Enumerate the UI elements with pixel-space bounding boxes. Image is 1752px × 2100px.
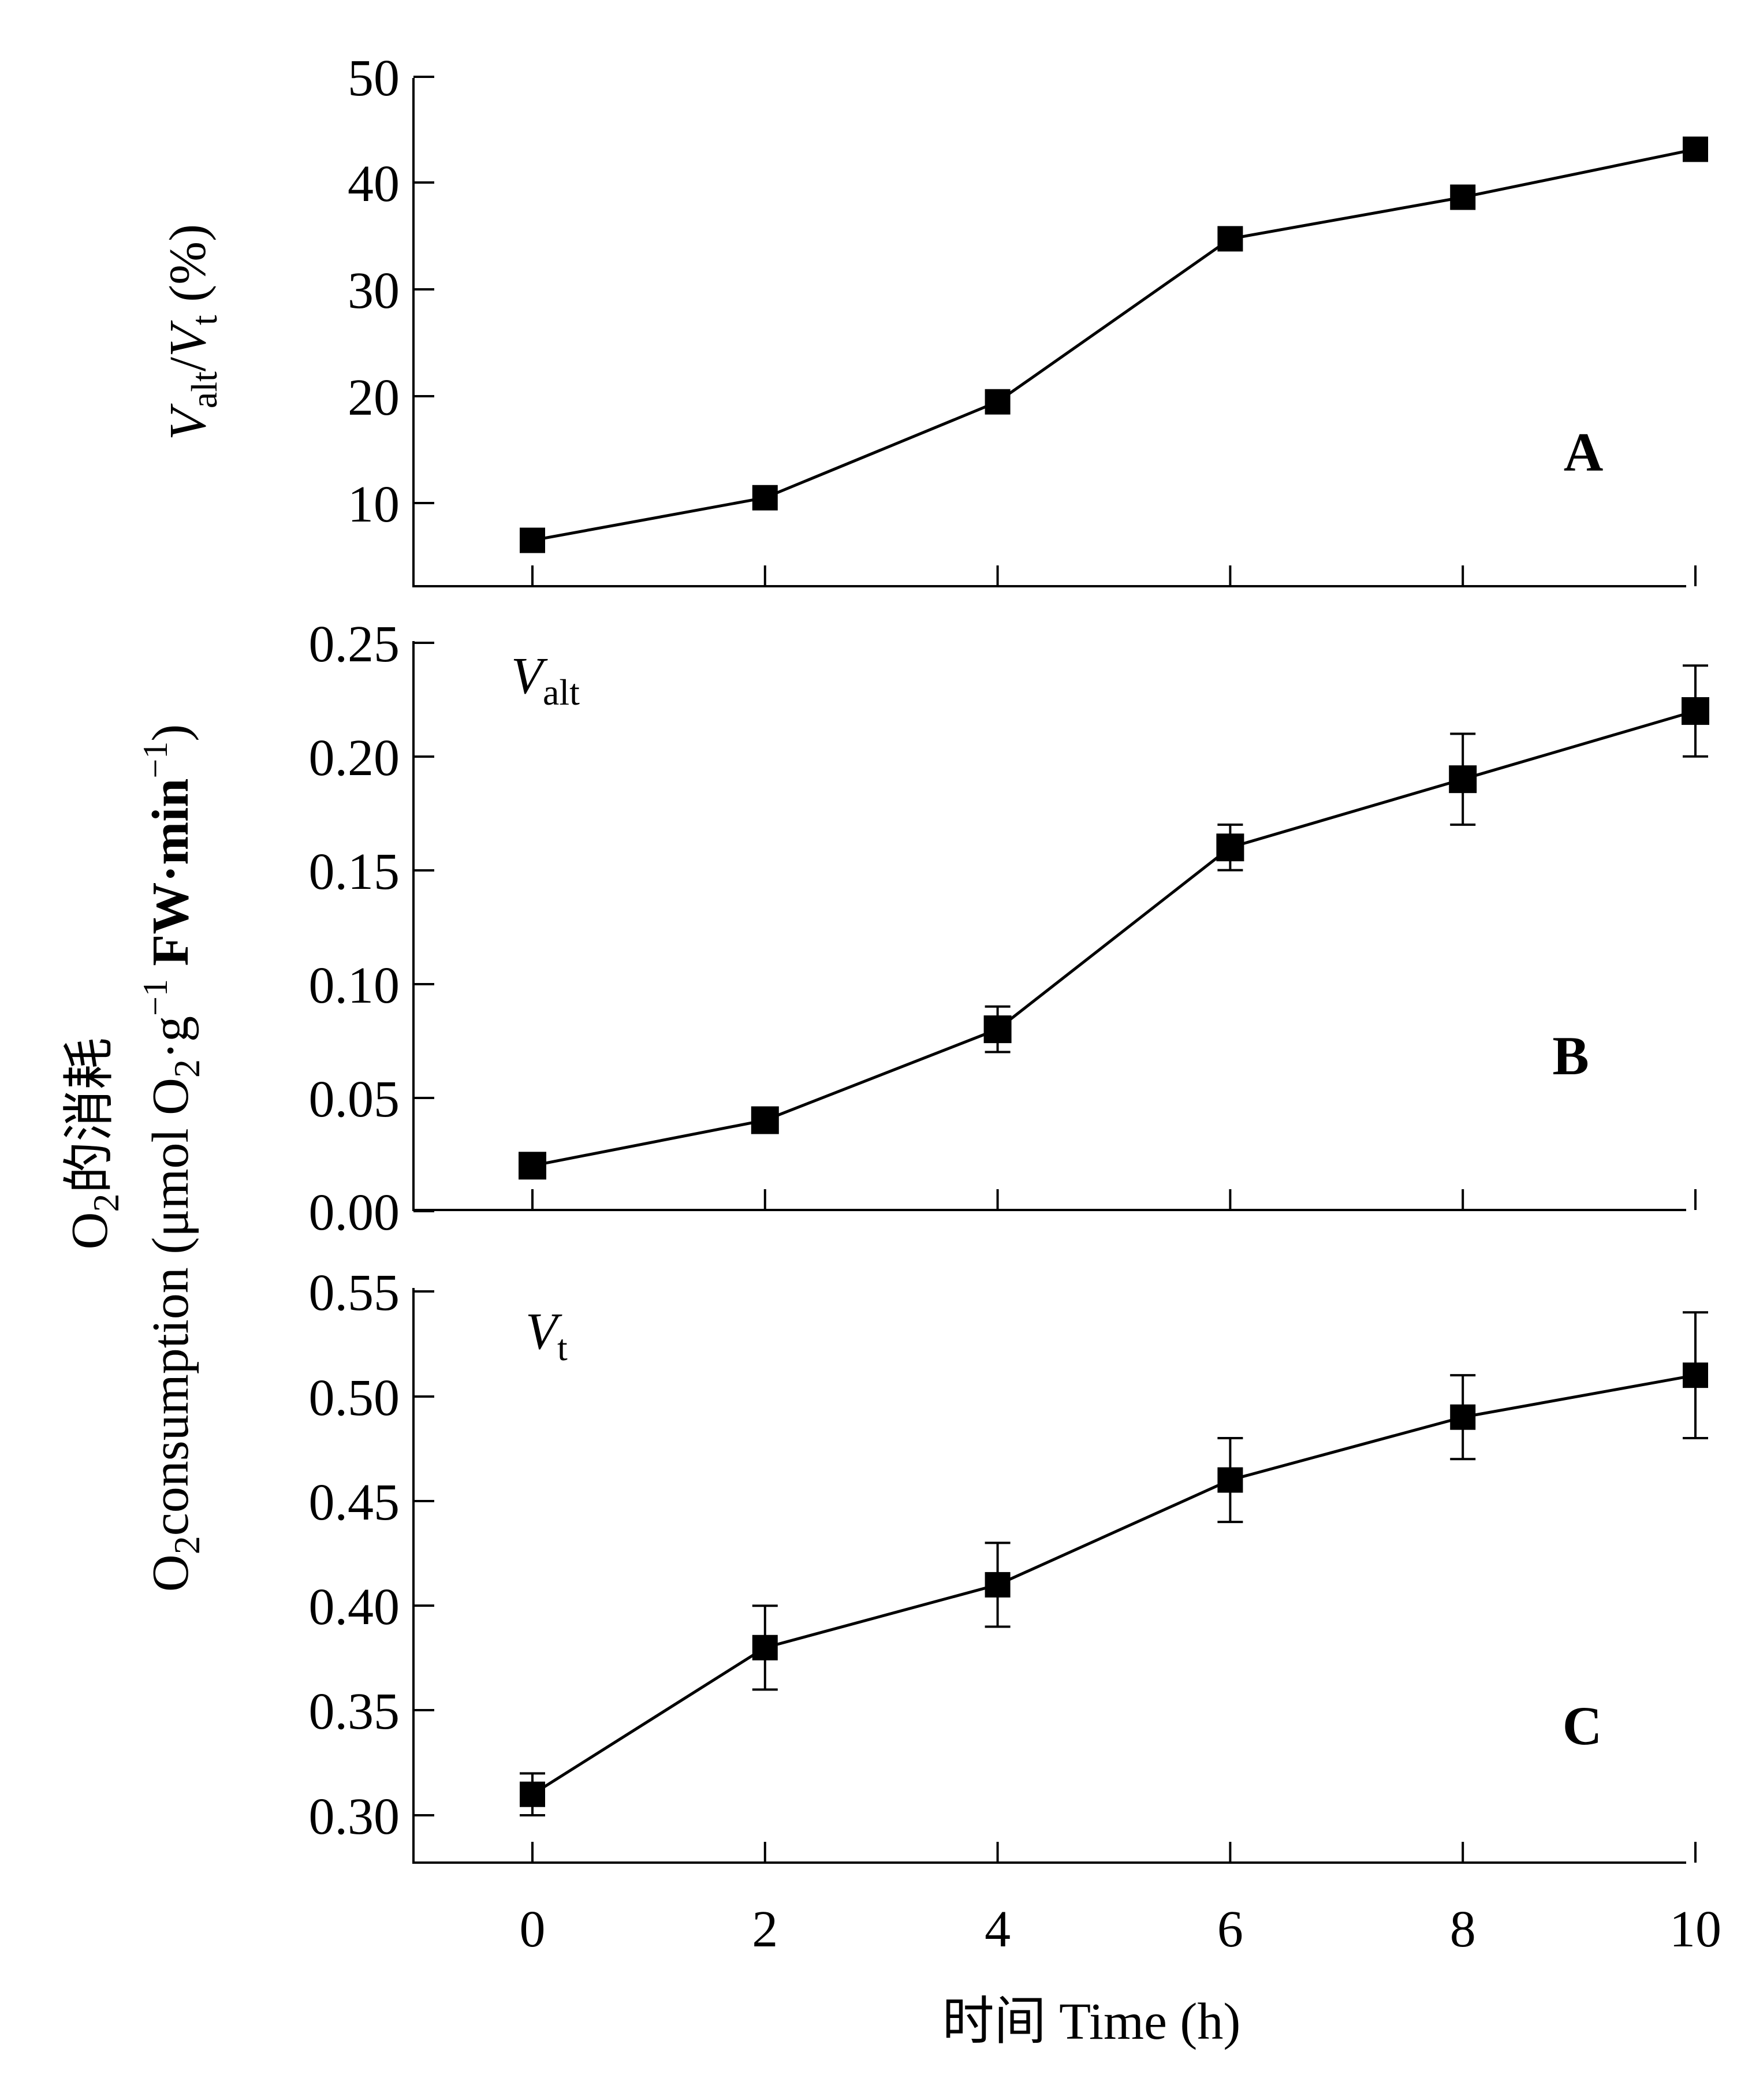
panel-c-series-line xyxy=(531,1373,1696,1796)
panel-c-ytick-label: 0.35 xyxy=(309,1683,400,1740)
panel-b-series-sub: alt xyxy=(543,672,580,713)
panel-c-series-sub: t xyxy=(557,1327,568,1368)
panel-a-ytick-label: 10 xyxy=(348,476,400,533)
panel-b: 0.00 0.05 0.10 0.15 0.20 0.25 B Valt xyxy=(309,616,1709,1241)
shared-ylabel-two2: 2 xyxy=(166,1536,207,1554)
panel-b-ytick-label: 0.10 xyxy=(309,957,400,1014)
panel-a-point xyxy=(1217,226,1243,252)
panel-c-ytick-label: 0.30 xyxy=(309,1788,400,1845)
panel-a-ytick-label: 20 xyxy=(348,369,400,426)
panel-b-axes xyxy=(412,641,1686,1211)
x-tick-label: 6 xyxy=(1217,1901,1243,1958)
panel-b-point xyxy=(1216,833,1244,862)
panel-a-ylabel-v1: V xyxy=(159,403,217,440)
panel-c-ytick-label: 0.55 xyxy=(309,1264,400,1321)
panel-a-axes xyxy=(412,78,1686,587)
panel-c-letter: C xyxy=(1563,1695,1602,1756)
x-tick-label: 0 xyxy=(520,1901,546,1958)
panel-a-ytick-label: 50 xyxy=(348,50,400,107)
shared-ylabel-neg1a: −1 xyxy=(136,979,174,1016)
panel-a-point xyxy=(520,527,545,553)
panel-a-ylabel-v2: V xyxy=(159,320,217,357)
shared-ylabel-two: 2 xyxy=(85,1194,126,1212)
shared-ylabel-close: ) xyxy=(142,724,199,742)
shared-ylabel-cn: 的消耗 xyxy=(61,1038,118,1194)
panel-a-point xyxy=(1683,136,1708,162)
panel-b-series-line xyxy=(532,709,1696,1167)
panel-b-ytick-label: 0.00 xyxy=(309,1184,400,1241)
panel-c-ytick-label: 0.45 xyxy=(309,1474,400,1531)
panel-b-point xyxy=(1682,697,1709,725)
shared-ylabel-o: O xyxy=(61,1212,118,1250)
panel-b-point xyxy=(1449,765,1477,794)
x-axis-label-cn: 时间 xyxy=(942,1993,1046,2050)
panel-c: 0.30 0.35 0.40 0.45 0.50 0.55 0 2 4 6 8 10 C Vt xyxy=(309,1264,1722,1958)
panel-c-point xyxy=(985,1572,1011,1598)
panel-a-ylabel-sub1: alt xyxy=(184,371,225,408)
panel-b-point xyxy=(751,1106,779,1134)
shared-ylabel-fw xyxy=(142,966,199,980)
svg-text:O2consumption (μmol O2·g−1 FW·: O2consumption (μmol O2·g−1 FW·min−1) xyxy=(136,724,207,1592)
x-axis-label-en: Time (h) xyxy=(1059,1993,1240,2050)
x-tick-label: 2 xyxy=(752,1901,778,1958)
panel-c-point xyxy=(1683,1362,1708,1388)
panel-b-ytick-label: 0.20 xyxy=(309,729,400,787)
shared-ylabel-neg1b: −1 xyxy=(136,742,174,779)
panel-c-ytick-label: 0.40 xyxy=(309,1578,400,1636)
panel-b-point xyxy=(983,1015,1012,1044)
panel-c-ytick-label: 0.50 xyxy=(309,1369,400,1427)
panel-a-ylabel-unit: (%) xyxy=(159,224,217,315)
shared-ylabel-fwmin: FW·min xyxy=(142,779,199,966)
x-tick-label: 8 xyxy=(1450,1901,1476,1958)
panel-c-point xyxy=(752,1634,778,1660)
panel-b-series-v: V xyxy=(511,647,548,705)
shared-ylabel-o2: O xyxy=(142,1554,199,1592)
panel-c-axes xyxy=(412,1288,1686,1864)
panel-a-point xyxy=(985,389,1011,415)
panel-b-ytick-label: 0.05 xyxy=(309,1071,400,1128)
shared-ylabel-two3: 2 xyxy=(166,1059,207,1078)
x-axis-label-gap xyxy=(1046,1993,1060,2050)
panel-b-letter: B xyxy=(1552,1025,1589,1086)
panel-a-ytick-label: 30 xyxy=(348,262,400,319)
panel-a-ytick-label: 40 xyxy=(348,155,400,213)
shared-ylabel-g: ·g xyxy=(142,1016,199,1059)
panel-c-series-label: Vt xyxy=(525,1303,568,1368)
panel-b-ytick-label: 0.25 xyxy=(309,616,400,673)
panel-a-ylabel-slash: / xyxy=(159,357,217,371)
x-axis-label: 时间 Time (h) xyxy=(942,1993,1241,2050)
panel-c-point xyxy=(1450,1404,1476,1430)
shared-ylabel-line2: O2consumption (μmol O2·g−1 FW·min−1) xyxy=(136,724,207,1592)
panel-a-ylabel-sub2: t xyxy=(184,315,225,325)
panel-a-ylabel: Valt/Vt (%) xyxy=(159,224,225,440)
panel-c-point xyxy=(1217,1467,1243,1493)
x-tick-label: 4 xyxy=(985,1901,1011,1958)
panel-b-ytick-label: 0.15 xyxy=(309,843,400,900)
panel-a-point xyxy=(1450,184,1476,210)
svg-text:O2的消耗: O2的消耗 xyxy=(61,1038,126,1250)
panel-b-series-label: Valt xyxy=(511,647,580,713)
panel-c-point xyxy=(520,1781,545,1807)
panel-a-point xyxy=(752,485,778,511)
shared-ylabel-en: consumption (μmol O xyxy=(142,1078,199,1536)
panel-b-point xyxy=(519,1152,546,1180)
panel-a-letter: A xyxy=(1564,422,1604,483)
panel-c-series-v: V xyxy=(525,1303,562,1360)
shared-ylabel-line1: O2的消耗 xyxy=(61,1038,126,1250)
x-tick-label: 10 xyxy=(1669,1901,1721,1958)
panel-a-series-line xyxy=(532,148,1696,542)
